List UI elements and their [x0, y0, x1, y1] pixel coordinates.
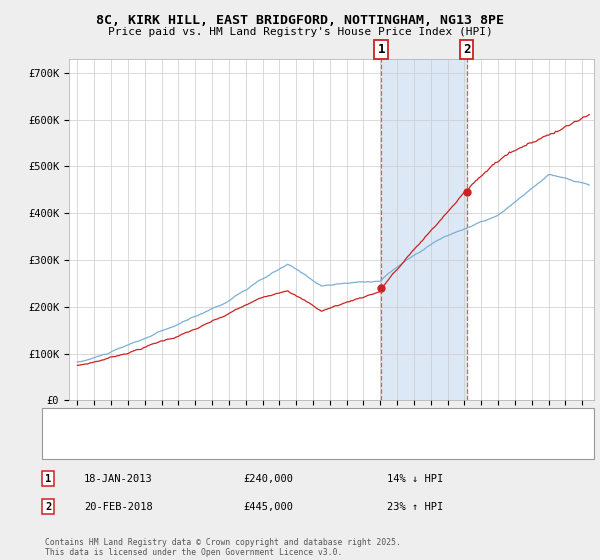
Bar — [381, 59, 467, 400]
Text: 18-JAN-2013: 18-JAN-2013 — [84, 474, 153, 484]
Text: 1: 1 — [45, 474, 51, 484]
Text: 2: 2 — [45, 502, 51, 512]
Text: Contains HM Land Registry data © Crown copyright and database right 2025.
This d: Contains HM Land Registry data © Crown c… — [45, 538, 401, 557]
Text: 8C, KIRK HILL, EAST BRIDGFORD, NOTTINGHAM, NG13 8PE: 8C, KIRK HILL, EAST BRIDGFORD, NOTTINGHA… — [96, 14, 504, 27]
Text: 8C, KIRK HILL, EAST BRIDGFORD, NOTTINGHAM, NG13 8PE (detached house): 8C, KIRK HILL, EAST BRIDGFORD, NOTTINGHA… — [90, 418, 490, 428]
Text: 23% ↑ HPI: 23% ↑ HPI — [387, 502, 443, 512]
Text: 2: 2 — [463, 43, 470, 56]
Text: HPI: Average price, detached house, Rushcliffe: HPI: Average price, detached house, Rush… — [90, 438, 360, 449]
Text: 20-FEB-2018: 20-FEB-2018 — [84, 502, 153, 512]
Text: Price paid vs. HM Land Registry's House Price Index (HPI): Price paid vs. HM Land Registry's House … — [107, 27, 493, 37]
Text: 14% ↓ HPI: 14% ↓ HPI — [387, 474, 443, 484]
Text: 1: 1 — [377, 43, 385, 56]
Text: £240,000: £240,000 — [243, 474, 293, 484]
Text: £445,000: £445,000 — [243, 502, 293, 512]
